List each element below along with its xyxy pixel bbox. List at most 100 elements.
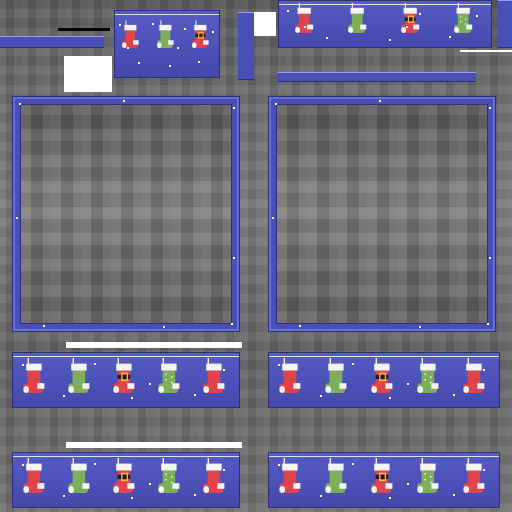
- photo-frame-left: [12, 96, 240, 332]
- snow-star: [287, 10, 289, 12]
- snow-star: [419, 326, 421, 328]
- stocking-red-icon: [278, 357, 306, 405]
- stocking-dotted-icon: [416, 357, 444, 405]
- snow-star: [194, 394, 196, 396]
- stocking-red-icon: [22, 457, 50, 505]
- snow-star: [389, 39, 391, 41]
- snow-star: [483, 369, 485, 371]
- stocking-green-icon: [156, 19, 178, 59]
- snow-star: [299, 325, 301, 327]
- snow-star: [233, 107, 235, 109]
- snow-star: [487, 323, 489, 325]
- snow-star: [419, 13, 421, 15]
- stocking-banner-1: [12, 352, 240, 408]
- stocking-strip-top-right: [278, 0, 492, 48]
- stocking-red-icon: [291, 3, 321, 43]
- snow-star: [63, 395, 65, 397]
- snow-star: [40, 383, 42, 385]
- stocking-buckle-icon: [397, 3, 427, 43]
- snow-star: [123, 100, 125, 102]
- snow-star: [320, 395, 322, 397]
- snow-star: [198, 61, 200, 63]
- snow-star: [40, 483, 42, 485]
- white-line: [66, 342, 242, 348]
- snow-star: [278, 464, 280, 466]
- snow-star: [163, 326, 165, 328]
- vertical-border-strip-right: [498, 0, 512, 48]
- garland-string: [13, 356, 239, 357]
- stocking-red-icon: [462, 357, 490, 405]
- snow-star: [449, 36, 451, 38]
- black-strip: [58, 28, 110, 31]
- snow-star: [483, 469, 485, 471]
- snow-star: [297, 483, 299, 485]
- snow-star: [127, 47, 129, 49]
- stocking-green-icon: [67, 357, 95, 405]
- snow-star: [152, 23, 154, 25]
- vertical-border-strip: [238, 12, 254, 80]
- snow-star: [177, 47, 179, 49]
- snow-star: [453, 394, 455, 396]
- snow-star: [162, 467, 164, 469]
- snow-star: [355, 9, 357, 11]
- snow-star: [272, 217, 274, 219]
- snow-star: [233, 257, 235, 259]
- garland-string: [115, 14, 219, 15]
- stocking-tile-small: [114, 10, 220, 78]
- stocking-buckle-icon: [370, 357, 398, 405]
- snow-star: [352, 463, 354, 465]
- stocking-green-icon: [67, 457, 95, 505]
- white-line: [460, 50, 512, 52]
- white-line: [66, 442, 242, 448]
- snow-star: [476, 15, 478, 17]
- snow-star: [149, 383, 151, 385]
- snow-star: [223, 469, 225, 471]
- snow-star: [223, 369, 225, 371]
- thin-border-strip-top-left: [0, 36, 104, 48]
- stocking-dotted-icon: [157, 357, 185, 405]
- stocking-red-icon: [202, 357, 230, 405]
- stocking-buckle-icon: [370, 457, 398, 505]
- stocking-red-icon: [121, 19, 143, 59]
- snow-star: [421, 467, 423, 469]
- snow-star: [320, 495, 322, 497]
- white-block-left: [64, 56, 112, 92]
- frame-window-right: [277, 105, 487, 323]
- stocking-red-icon: [278, 457, 306, 505]
- garland-string: [279, 4, 491, 5]
- snow-star: [489, 107, 491, 109]
- stocking-banner-3: [12, 452, 240, 508]
- snow-star: [231, 323, 233, 325]
- snow-star: [326, 37, 328, 39]
- stocking-green-icon: [324, 457, 352, 505]
- snow-star: [278, 364, 280, 366]
- garland-string: [13, 456, 239, 457]
- stocking-buckle-icon: [112, 357, 140, 405]
- snow-star: [453, 494, 455, 496]
- snow-star: [389, 497, 391, 499]
- snow-star: [138, 62, 140, 64]
- thin-border-strip-mid: [278, 72, 476, 82]
- snow-star: [16, 217, 18, 219]
- stocking-green-icon: [324, 357, 352, 405]
- snow-star: [184, 28, 186, 30]
- snow-star: [389, 397, 391, 399]
- snow-star: [194, 494, 196, 496]
- garland-string: [269, 456, 499, 457]
- stocking-buckle-icon: [191, 19, 213, 59]
- snow-star: [407, 383, 409, 385]
- snow-star: [162, 367, 164, 369]
- stocking-red-icon: [22, 357, 50, 405]
- snow-star: [275, 103, 277, 105]
- snow-star: [489, 257, 491, 259]
- snow-star: [421, 367, 423, 369]
- stocking-buckle-icon: [112, 457, 140, 505]
- stocking-green-icon: [344, 3, 374, 43]
- photo-frame-right: [268, 96, 496, 332]
- snow-star: [131, 397, 133, 399]
- snow-star: [22, 364, 24, 366]
- snow-star: [407, 483, 409, 485]
- stocking-banner-2: [268, 352, 500, 408]
- snow-star: [169, 65, 171, 67]
- snow-star: [94, 363, 96, 365]
